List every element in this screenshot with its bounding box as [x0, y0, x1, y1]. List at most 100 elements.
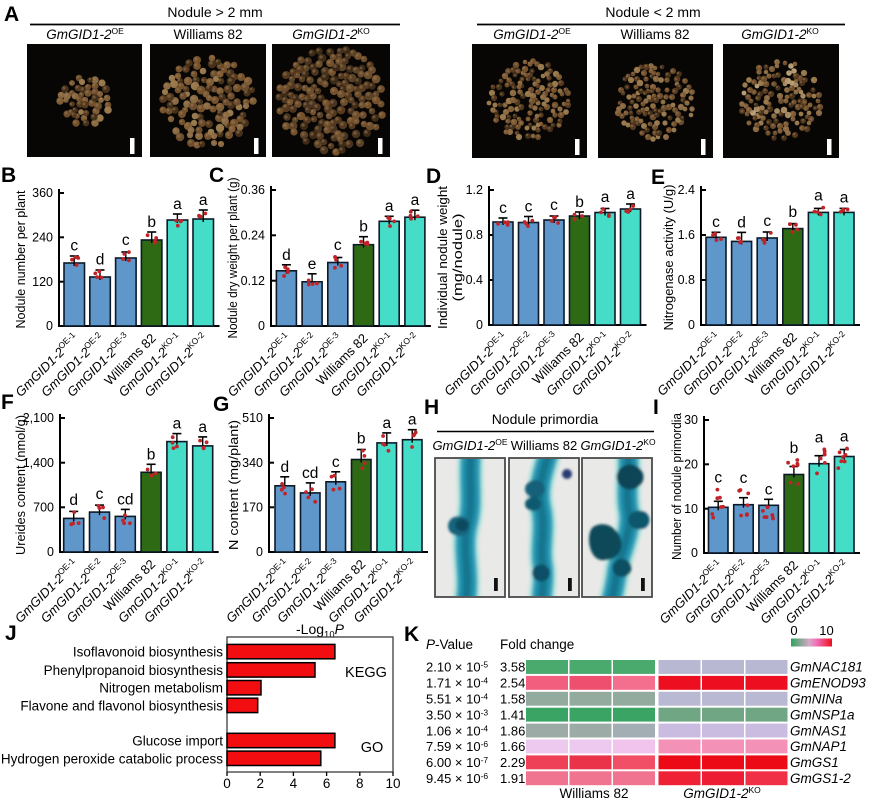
- svg-text:e: e: [308, 256, 317, 273]
- svg-text:700: 700: [33, 501, 54, 515]
- svg-text:b: b: [357, 431, 366, 448]
- svg-text:Isoflavonoid biosynthesis: Isoflavonoid biosynthesis: [73, 645, 223, 660]
- svg-text:Nitrogen metabolism: Nitrogen metabolism: [99, 681, 223, 696]
- svg-text:a: a: [411, 192, 420, 209]
- svg-text:b: b: [359, 219, 368, 236]
- svg-text:10: 10: [385, 776, 400, 791]
- svg-text:GmGID1-2KO: GmGID1-2KO: [292, 26, 370, 42]
- svg-text:a: a: [626, 186, 635, 203]
- svg-text:4: 4: [290, 776, 298, 791]
- svg-text:Nodule < 2 mm: Nodule < 2 mm: [605, 4, 700, 20]
- svg-text:J: J: [5, 622, 17, 645]
- svg-text:Nodule primordia: Nodule primordia: [492, 411, 599, 427]
- svg-text:d: d: [69, 492, 78, 509]
- svg-text:F: F: [1, 391, 14, 414]
- svg-text:I: I: [653, 396, 659, 419]
- svg-text:d: d: [737, 214, 746, 231]
- svg-text:a: a: [408, 412, 417, 429]
- svg-text:GmNAP1: GmNAP1: [790, 739, 847, 754]
- svg-text:510: 510: [242, 411, 263, 425]
- svg-text:c: c: [765, 481, 773, 498]
- svg-text:2.29: 2.29: [500, 755, 525, 770]
- svg-text:D: D: [426, 165, 441, 188]
- svg-text:Williams 82: Williams 82: [173, 27, 242, 42]
- svg-text:Williams 82: Williams 82: [511, 438, 577, 453]
- svg-text:10: 10: [684, 502, 698, 516]
- svg-text:2,100: 2,100: [23, 411, 54, 425]
- svg-text:c: c: [740, 470, 748, 487]
- svg-text:1.86: 1.86: [500, 723, 525, 738]
- svg-text:Fold change: Fold change: [500, 637, 574, 652]
- svg-text:Number of nodule primordia: Number of nodule primordia: [670, 413, 684, 560]
- svg-text:2.54: 2.54: [500, 676, 525, 691]
- svg-text:3.58: 3.58: [500, 660, 525, 675]
- svg-text:8: 8: [356, 776, 364, 791]
- svg-text:170: 170: [242, 501, 263, 515]
- svg-text:0: 0: [476, 318, 483, 332]
- svg-text:Nodule dry weight per plant (g: Nodule dry weight per plant (g): [226, 178, 240, 339]
- svg-text:GmGID1-2KO: GmGID1-2KO: [580, 437, 656, 453]
- svg-text:c: c: [70, 237, 78, 254]
- svg-text:GmGID1-2OE: GmGID1-2OE: [493, 26, 571, 42]
- svg-text:B: B: [1, 164, 16, 187]
- svg-text:GO: GO: [361, 740, 384, 756]
- svg-text:a: a: [173, 416, 182, 433]
- svg-text:Nitrogenase activity (U/g): Nitrogenase activity (U/g): [662, 185, 676, 331]
- svg-text:b: b: [147, 446, 156, 463]
- svg-text:P-Value: P-Value: [426, 637, 473, 652]
- svg-text:a: a: [840, 189, 849, 206]
- svg-text:cd: cd: [117, 491, 133, 508]
- svg-text:cd: cd: [302, 465, 318, 482]
- svg-text:KEGG: KEGG: [345, 665, 387, 681]
- svg-text:GmGID1-2OE: GmGID1-2OE: [432, 437, 507, 453]
- svg-text:a: a: [198, 419, 207, 436]
- svg-text:5.51 × 10-4: 5.51 × 10-4: [426, 692, 488, 707]
- svg-text:6: 6: [323, 776, 331, 791]
- svg-text:b: b: [788, 204, 797, 221]
- svg-text:0.12: 0.12: [241, 274, 265, 288]
- svg-text:c: c: [525, 199, 533, 216]
- svg-text:20: 20: [684, 458, 698, 472]
- svg-text:30: 30: [684, 413, 698, 427]
- svg-text:a: a: [815, 429, 824, 446]
- svg-text:a: a: [199, 192, 208, 209]
- svg-text:a: a: [840, 429, 849, 446]
- svg-text:GmNSP1a: GmNSP1a: [790, 707, 855, 722]
- svg-text:1.41: 1.41: [500, 707, 525, 722]
- svg-text:1.71 × 10-4: 1.71 × 10-4: [426, 676, 488, 691]
- svg-text:b: b: [147, 214, 156, 231]
- svg-text:GmGID1-2KO: GmGID1-2KO: [741, 26, 819, 42]
- svg-text:b: b: [575, 194, 584, 211]
- svg-text:0: 0: [691, 546, 698, 560]
- svg-text:d: d: [96, 251, 105, 268]
- svg-text:0: 0: [223, 776, 231, 791]
- svg-text:GmGS1: GmGS1: [790, 755, 839, 770]
- svg-text:0.36: 0.36: [241, 183, 265, 197]
- svg-text:120: 120: [32, 275, 53, 289]
- svg-text:1,400: 1,400: [23, 456, 54, 470]
- svg-text:c: c: [334, 237, 342, 254]
- svg-text:0: 0: [790, 623, 797, 638]
- svg-text:0: 0: [46, 319, 53, 333]
- svg-text:7.59 × 10-6: 7.59 × 10-6: [426, 739, 488, 754]
- svg-text:GmGS1-2: GmGS1-2: [790, 771, 851, 786]
- svg-text:3.50 × 10-3: 3.50 × 10-3: [426, 707, 488, 722]
- svg-text:c: c: [122, 232, 130, 249]
- svg-text:GmGID1-2OE: GmGID1-2OE: [46, 26, 124, 42]
- svg-text:0.8: 0.8: [466, 228, 483, 242]
- svg-text:d: d: [280, 459, 289, 476]
- svg-text:Williams 82: Williams 82: [559, 786, 628, 801]
- svg-text:340: 340: [242, 456, 263, 470]
- svg-text:a: a: [385, 198, 394, 215]
- svg-text:1.6: 1.6: [678, 228, 695, 242]
- svg-text:GmNAC181: GmNAC181: [790, 660, 863, 675]
- svg-text:240: 240: [32, 231, 53, 245]
- svg-text:360: 360: [32, 186, 53, 200]
- svg-text:0.8: 0.8: [678, 273, 695, 287]
- svg-text:9.45 × 10-6: 9.45 × 10-6: [426, 771, 488, 786]
- svg-text:a: a: [601, 189, 610, 206]
- svg-text:Phenylpropanoid biosynthesis: Phenylpropanoid biosynthesis: [44, 663, 224, 678]
- svg-text:0.24: 0.24: [241, 229, 265, 243]
- svg-text:0: 0: [688, 318, 695, 332]
- svg-text:C: C: [209, 164, 224, 187]
